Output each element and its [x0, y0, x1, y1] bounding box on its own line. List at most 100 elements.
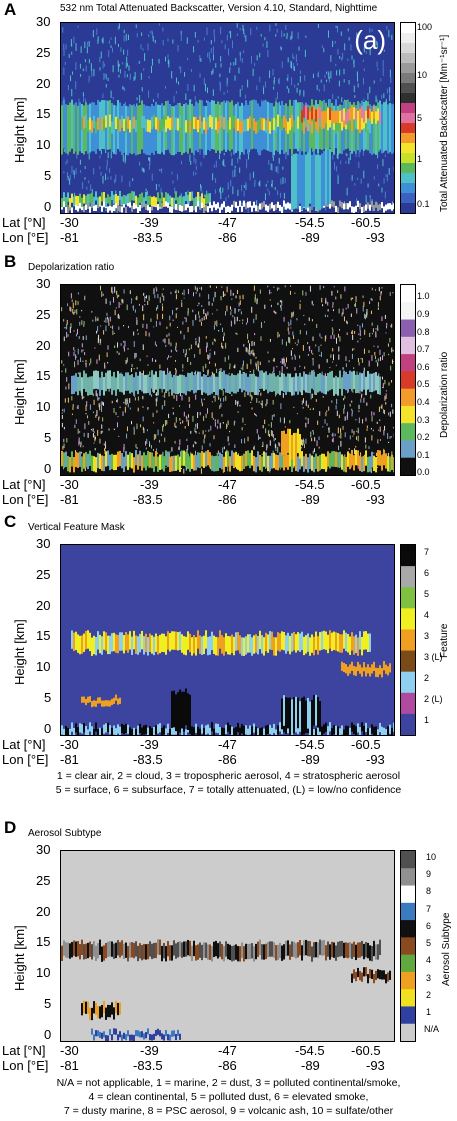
boundary-layer — [261, 456, 263, 472]
cloud-layer — [153, 114, 155, 127]
noise-speckle — [92, 29, 94, 38]
stratospheric-aerosol-layer — [199, 635, 201, 654]
noise-speckle — [340, 440, 342, 447]
smoke-layer — [61, 945, 63, 961]
cloud-layer — [155, 117, 157, 130]
cloud-layer — [257, 120, 259, 133]
noise-speckle — [166, 420, 168, 425]
noise-speckle — [190, 99, 192, 102]
boundary-layer — [205, 194, 207, 204]
smoke-layer — [357, 942, 359, 958]
marine-aerosol — [179, 1033, 181, 1040]
noise-speckle — [239, 54, 241, 62]
noise-speckle — [205, 336, 207, 339]
boundary-layer — [347, 451, 349, 467]
noise-speckle — [190, 344, 192, 350]
noise-speckle — [290, 60, 292, 68]
noise-speckle — [180, 451, 182, 457]
cloud-layer — [165, 374, 167, 393]
noise-speckle — [335, 296, 337, 300]
noise-speckle — [99, 166, 101, 170]
boundary-layer — [185, 451, 187, 468]
boundary-layer — [109, 454, 111, 471]
surface-attenuated — [95, 722, 97, 732]
cloud-layer — [235, 119, 237, 132]
tropospheric-aerosol-patch — [111, 698, 113, 705]
marine-aerosol — [151, 1034, 153, 1041]
noise-speckle — [192, 444, 194, 448]
stratospheric-aerosol-layer — [337, 633, 339, 652]
noise-speckle — [345, 356, 347, 362]
noise-speckle — [187, 84, 189, 92]
noise-speckle — [212, 54, 214, 61]
cloud-layer — [193, 375, 195, 394]
boundary-layer — [69, 198, 71, 208]
noise-speckle — [71, 51, 73, 55]
stratospheric-aerosol-layer — [195, 637, 197, 656]
boundary-layer — [359, 455, 361, 471]
noise-speckle — [142, 167, 144, 172]
noise-speckle — [155, 434, 157, 439]
boundary-layer — [79, 451, 81, 467]
boundary-layer — [327, 451, 329, 467]
noise-speckle — [357, 83, 359, 88]
colorbar-bin — [401, 113, 415, 124]
noise-speckle — [261, 400, 263, 403]
smoke-layer — [137, 945, 139, 962]
boundary-layer — [387, 456, 389, 472]
cloud-layer — [163, 370, 165, 390]
smoke-layer — [179, 941, 181, 957]
noise-speckle — [215, 160, 217, 168]
noise-speckle — [107, 361, 109, 364]
colorbar-bin — [401, 53, 415, 64]
noise-speckle — [186, 449, 188, 455]
noise-speckle — [370, 468, 372, 473]
smoke-layer — [209, 944, 211, 960]
noise-speckle — [105, 443, 107, 449]
colorbar-bin — [401, 1006, 415, 1025]
noise-speckle — [378, 429, 380, 431]
noise-speckle — [331, 400, 333, 403]
noise-speckle — [211, 371, 213, 375]
noise-speckle — [124, 101, 126, 109]
noise-speckle — [259, 289, 261, 294]
noise-speckle — [157, 293, 159, 299]
smoke-layer — [191, 945, 193, 962]
surface-attenuated — [241, 724, 243, 734]
smoke-layer — [251, 943, 253, 959]
noise-speckle — [63, 48, 65, 57]
colorbar-bin — [401, 971, 415, 990]
noise-speckle — [133, 426, 135, 430]
colorbar-bin — [401, 163, 415, 174]
noise-speckle — [212, 341, 214, 345]
cloud-layer — [345, 371, 347, 391]
y-axis-label: Height [km] — [12, 359, 27, 425]
tropospheric-aerosol-patch — [379, 665, 381, 675]
surface-return — [115, 202, 117, 209]
noise-speckle — [175, 307, 177, 311]
noise-speckle — [356, 198, 358, 205]
noise-speckle — [382, 355, 384, 361]
noise-speckle — [327, 315, 329, 317]
noise-speckle — [347, 303, 349, 309]
cloud-layer — [315, 116, 317, 129]
stratospheric-aerosol-layer — [119, 632, 121, 651]
boundary-layer — [167, 193, 169, 203]
surface-attenuated — [149, 726, 151, 735]
noise-speckle — [241, 202, 243, 206]
attenuated-column — [315, 694, 317, 726]
noise-speckle — [78, 336, 80, 340]
noise-speckle — [263, 321, 265, 323]
smoke-layer — [379, 939, 381, 956]
noise-speckle — [278, 442, 280, 446]
surface-return — [271, 202, 273, 209]
noise-speckle — [321, 337, 323, 339]
lon-tick: -86 — [218, 752, 237, 767]
surface-return — [207, 206, 209, 213]
noise-speckle — [217, 450, 219, 455]
noise-speckle — [220, 368, 222, 372]
surface-attenuated — [109, 725, 111, 735]
cloud-layer — [215, 376, 217, 396]
cloud-layer — [167, 116, 169, 129]
smoke-layer — [215, 940, 217, 957]
